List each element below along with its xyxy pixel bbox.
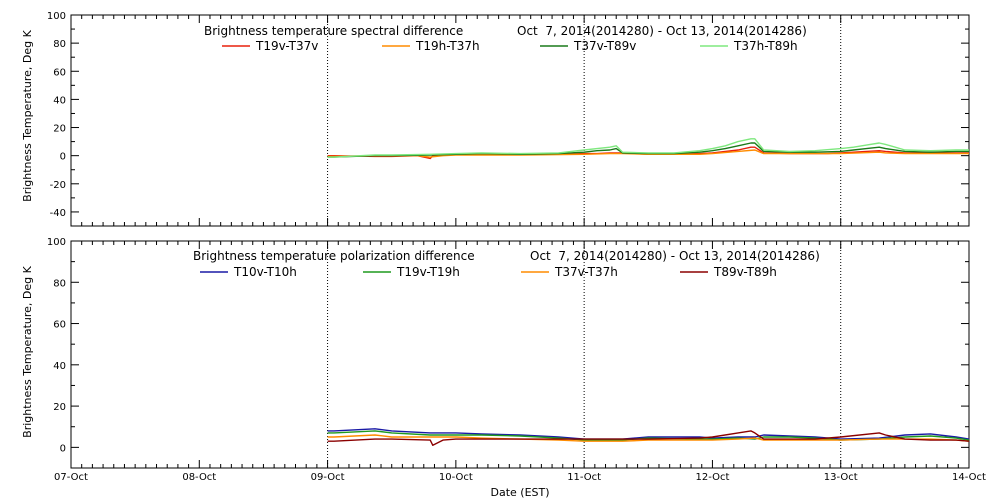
panel2-date-range: Oct 7, 2014(2014280) - Oct 13, 2014(2014…: [530, 249, 820, 263]
y-tick-label: 80: [53, 39, 66, 50]
legend-label: T19h-T37h: [415, 39, 480, 53]
y-tick-label: -20: [50, 180, 66, 191]
panel-polarization: Brightness temperature polarization diff…: [21, 237, 986, 499]
y-tick-label: 40: [53, 95, 66, 106]
legend-label: T37v-T37h: [554, 265, 618, 279]
legend-label: T19v-T19h: [396, 265, 460, 279]
plot-frame: [70, 14, 970, 227]
y-tick-label: 100: [47, 11, 66, 22]
x-axis-label: Date (EST): [490, 486, 549, 499]
legend-label: T37v-T89v: [573, 39, 636, 53]
x-tick-label: 12-Oct: [695, 472, 729, 483]
legend-label: T10v-T10h: [233, 265, 297, 279]
x-tick-label: 11-Oct: [567, 472, 601, 483]
y-tick-label: 100: [47, 237, 66, 248]
y-tick-label: -40: [50, 208, 66, 219]
y-tick-label: 0: [60, 152, 66, 163]
panel1-title: Brightness temperature spectral differen…: [204, 24, 463, 38]
y-tick-label: 20: [53, 402, 66, 413]
panel2-plot-area: 0 20 40 60 80 100 07-Oct 08-Oct 09-Oct 10-Oct 11-O…: [47, 237, 986, 483]
y-tick-label: 0: [60, 443, 66, 454]
y-tick-label: 80: [53, 278, 66, 289]
series-line-t37v-t37h: [327, 434, 970, 442]
x-tick-label: 08-Oct: [182, 472, 216, 483]
x-tick-label: 13-Oct: [824, 472, 858, 483]
plot-frame: [70, 240, 970, 469]
x-tick-label: 07-Oct: [54, 472, 88, 483]
legend-label: T19v-T37v: [255, 39, 318, 53]
series-line-t37h-t89h: [327, 138, 969, 158]
y-tick-label: 60: [53, 320, 66, 331]
series-line-t10v-t10h: [327, 428, 970, 440]
y-tick-label: 40: [53, 361, 66, 372]
legend-label: T89v-T89h: [713, 265, 777, 279]
y-tick-label: 20: [53, 124, 66, 135]
y-tick-label: 60: [53, 67, 66, 78]
series-line-t89v-t89h: [327, 430, 970, 446]
panel2-y-axis-label: Brightness Temperature, Deg K: [21, 265, 34, 437]
x-tick-label: 09-Oct: [311, 472, 345, 483]
x-tick-label: 10-Oct: [439, 472, 473, 483]
panel2-title: Brightness temperature polarization diff…: [193, 249, 475, 263]
legend-label: T37h-T89h: [733, 39, 798, 53]
panel1-date-range: Oct 7, 2014(2014280) - Oct 13, 2014(2014…: [517, 24, 807, 38]
x-tick-label: 14-Oct: [952, 472, 986, 483]
panel-spectral: Brightness temperature spectral differen…: [21, 11, 970, 227]
panel1-y-axis-label: Brightness Temperature, Deg K: [21, 29, 34, 201]
panel1-plot-area: -40 -20 0 20 40 60 80 100 T19v-T37v T19h-T37h T37v…: [47, 11, 970, 227]
